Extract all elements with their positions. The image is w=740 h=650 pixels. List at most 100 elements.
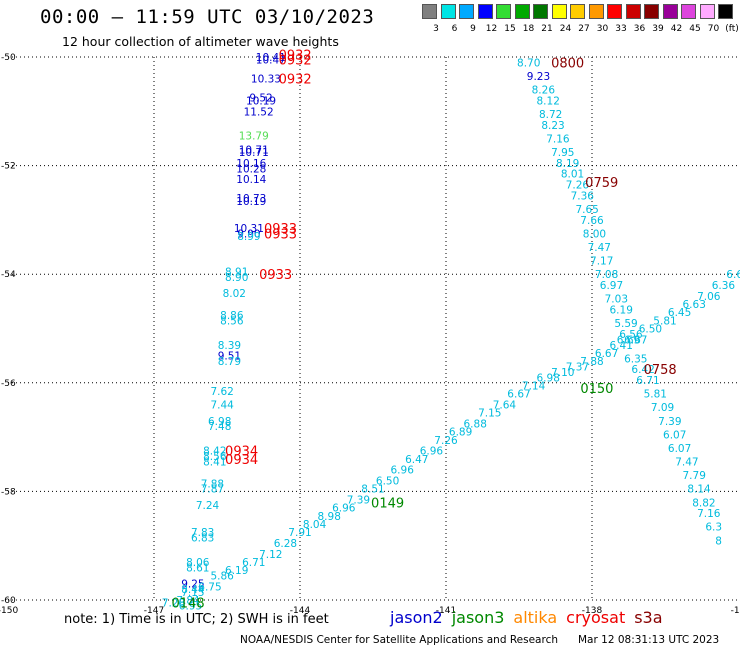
data-point-label: 7.39 (658, 416, 681, 428)
scale-swatch (607, 4, 622, 19)
data-point-label: 6.67 (624, 334, 647, 346)
data-point-label: 8.42 (203, 446, 226, 458)
data-point-label: 10.71 (239, 147, 269, 159)
data-point-label: 6.56 (619, 329, 643, 341)
data-point-label: 10.41 (256, 52, 286, 64)
data-point-label: 8.90 (225, 272, 248, 284)
satellite-legend: jason2 jason3 altika cryosat s3a (390, 608, 672, 627)
scale-swatch (625, 4, 641, 19)
data-point-label: 6.69 (617, 334, 640, 346)
data-point-label: 8.56 (203, 451, 227, 463)
data-point-label: 7.88 (201, 478, 224, 490)
data-point-label: 7.47 (675, 457, 698, 469)
data-point-label: 6.96 (391, 465, 415, 477)
data-point-label: 6.71 (242, 557, 265, 569)
data-point-label: 5.86 (210, 571, 234, 583)
scale-label: 21 (541, 24, 553, 34)
time-label: 0934 (225, 453, 258, 468)
data-point-label: 7.17 (590, 256, 613, 268)
data-point-label: 6.45 (668, 307, 691, 319)
data-point-label: 8.79 (218, 356, 241, 368)
data-point-label: 6.36 (712, 280, 736, 292)
data-point-label: 11.52 (244, 106, 274, 118)
time-label: 0150 (580, 382, 613, 397)
data-point-label: 7.44 (210, 400, 234, 412)
data-point-label: 8.91 (225, 266, 248, 278)
time-label: 0933 (259, 268, 292, 283)
time-label: 0148 (172, 597, 205, 612)
time-label: 0149 (371, 496, 404, 511)
data-point-label: 7.15 (478, 408, 501, 420)
scale-label: 70 (707, 24, 720, 34)
legend-item-jason2: jason2 (390, 608, 443, 627)
data-point-label: 5.81 (653, 315, 676, 327)
data-point-label: 7.64 (493, 400, 517, 412)
data-point-label: 8.04 (303, 519, 327, 531)
x-tick-label: -141 (436, 606, 456, 616)
scale-label: 15 (504, 24, 516, 34)
data-point-label: 10.19 (246, 95, 276, 107)
data-point-label: 7.84 (176, 595, 200, 607)
data-point-label: 7.62 (210, 386, 233, 398)
data-point-label: 7.16 (697, 508, 721, 520)
data-point-label: 6.35 (624, 353, 647, 365)
data-point-label: 8.26 (532, 85, 556, 97)
data-point-label: 7.83 (191, 527, 214, 539)
scale-swatch (459, 4, 474, 19)
data-point-label: 7.06 (697, 291, 721, 303)
data-point-label: 6.66 (726, 269, 740, 281)
data-point-label: 6.98 (537, 372, 560, 384)
scale-label: 3 (433, 24, 439, 34)
data-point-label: 7.37 (566, 362, 589, 374)
scale-label: 30 (596, 24, 609, 34)
x-tick-label: -138 (582, 606, 603, 616)
data-point-label: 8.86 (220, 310, 244, 322)
data-point-label: 7.91 (288, 527, 311, 539)
scale-label: 27 (578, 24, 590, 34)
scale-swatch (551, 4, 567, 19)
data-point-label: 7.09 (651, 402, 674, 414)
data-point-label: 8.99 (237, 231, 260, 243)
time-label: 0932 (279, 48, 312, 63)
legend-item-cryosat: cryosat (566, 608, 626, 627)
scale-swatch (570, 4, 585, 19)
data-point-label: 9.52 (249, 93, 272, 105)
data-point-label: 8.06 (186, 557, 210, 569)
y-tick-label: -58 (1, 487, 16, 497)
data-point-label: 8.98 (318, 511, 341, 523)
y-tick-label: -52 (1, 162, 16, 172)
scale-label: 12 (485, 24, 498, 34)
data-point-label: 6.96 (332, 503, 356, 515)
data-point-label: 8.61 (186, 562, 209, 574)
data-point-label: 7.65 (575, 204, 598, 216)
chart-subtitle: 12 hour collection of altimeter wave hei… (62, 34, 339, 49)
scale-swatch (699, 4, 715, 19)
x-tick-label: -144 (290, 606, 311, 616)
scale-swatch (440, 4, 456, 19)
data-point-label: 10.31 (234, 223, 264, 235)
data-point-label: 7.47 (588, 242, 611, 254)
data-point-label: 7.24 (196, 500, 220, 512)
data-point-label: 7.26 (434, 435, 458, 447)
data-point-label: 6.83 (191, 533, 214, 545)
data-point-label: 8.56 (220, 315, 244, 327)
data-point-label: 6.97 (600, 280, 623, 292)
data-point-label: 13.79 (239, 131, 269, 143)
data-point-label: 8.12 (537, 95, 560, 107)
data-point-label: 9.23 (527, 71, 550, 83)
data-point-label: 6.75 (198, 581, 221, 593)
scale-label: 45 (689, 24, 701, 34)
data-point-label: 8.02 (223, 288, 246, 300)
scale-swatch (422, 4, 437, 19)
data-point-label: 7.88 (580, 356, 603, 368)
data-point-label: 8.70 (517, 57, 540, 69)
data-point-label: 8.23 (541, 120, 564, 132)
data-point-label: 8.01 (561, 169, 584, 181)
data-point-label: 7.16 (546, 133, 570, 145)
data-point-label: 7.15 (181, 587, 204, 599)
data-point-label: 6.47 (405, 454, 428, 466)
data-point-label: 7.66 (580, 215, 604, 227)
x-tick-label: -13 (731, 606, 740, 616)
data-point-label: 8.72 (539, 109, 562, 121)
